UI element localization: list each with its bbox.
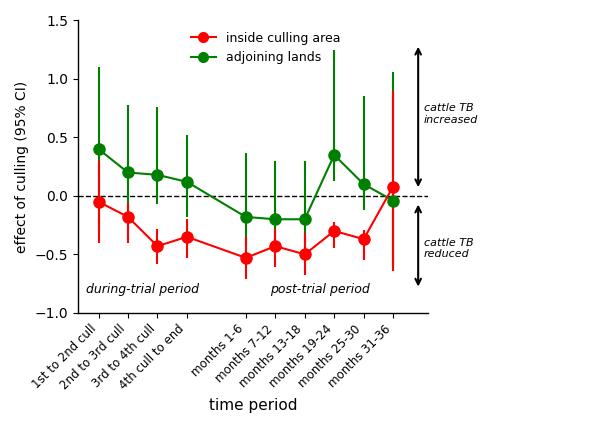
Text: cattle TB
reduced: cattle TB reduced — [424, 238, 473, 259]
Legend: inside culling area, adjoining lands: inside culling area, adjoining lands — [185, 27, 345, 69]
Text: post-trial period: post-trial period — [269, 283, 370, 296]
X-axis label: time period: time period — [209, 398, 298, 413]
Y-axis label: effect of culling (95% CI): effect of culling (95% CI) — [15, 80, 29, 253]
Text: during-trial period: during-trial period — [86, 283, 199, 296]
Text: cattle TB
increased: cattle TB increased — [424, 103, 478, 125]
